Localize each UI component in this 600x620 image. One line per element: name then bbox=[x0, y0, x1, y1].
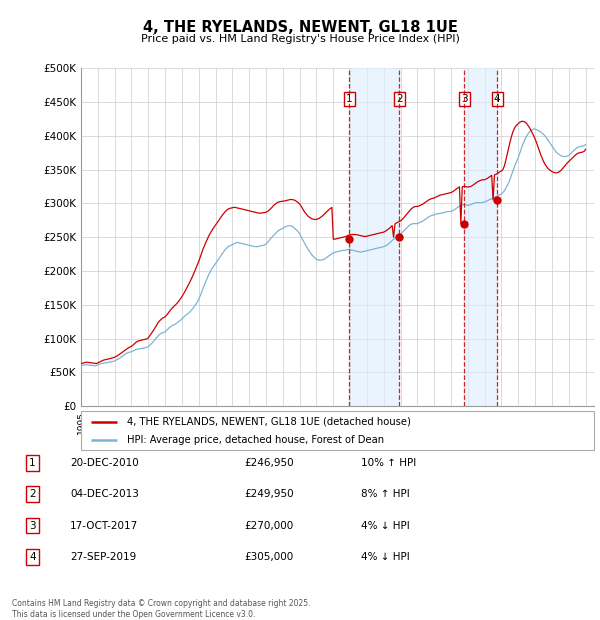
Text: £305,000: £305,000 bbox=[245, 552, 294, 562]
FancyBboxPatch shape bbox=[81, 411, 594, 449]
Text: 04-DEC-2013: 04-DEC-2013 bbox=[70, 489, 139, 499]
Text: 20-DEC-2010: 20-DEC-2010 bbox=[70, 458, 139, 468]
Text: £249,950: £249,950 bbox=[245, 489, 295, 499]
Text: 4, THE RYELANDS, NEWENT, GL18 1UE (detached house): 4, THE RYELANDS, NEWENT, GL18 1UE (detac… bbox=[127, 417, 411, 427]
Text: Contains HM Land Registry data © Crown copyright and database right 2025.
This d: Contains HM Land Registry data © Crown c… bbox=[12, 600, 311, 619]
Text: 4, THE RYELANDS, NEWENT, GL18 1UE: 4, THE RYELANDS, NEWENT, GL18 1UE bbox=[143, 20, 457, 35]
Text: 8% ↑ HPI: 8% ↑ HPI bbox=[361, 489, 410, 499]
Text: £270,000: £270,000 bbox=[245, 521, 294, 531]
Text: 27-SEP-2019: 27-SEP-2019 bbox=[70, 552, 136, 562]
Text: HPI: Average price, detached house, Forest of Dean: HPI: Average price, detached house, Fore… bbox=[127, 435, 384, 445]
Bar bbox=[349, 68, 399, 406]
Text: 1: 1 bbox=[346, 94, 353, 104]
Text: 17-OCT-2017: 17-OCT-2017 bbox=[70, 521, 139, 531]
Text: 1: 1 bbox=[29, 458, 35, 468]
Text: Price paid vs. HM Land Registry's House Price Index (HPI): Price paid vs. HM Land Registry's House … bbox=[140, 34, 460, 44]
Text: 3: 3 bbox=[461, 94, 467, 104]
Text: 2: 2 bbox=[396, 94, 403, 104]
Text: 4: 4 bbox=[494, 94, 500, 104]
Text: 4% ↓ HPI: 4% ↓ HPI bbox=[361, 521, 410, 531]
Text: £246,950: £246,950 bbox=[245, 458, 295, 468]
Text: 4% ↓ HPI: 4% ↓ HPI bbox=[361, 552, 410, 562]
Text: 10% ↑ HPI: 10% ↑ HPI bbox=[361, 458, 416, 468]
Text: 3: 3 bbox=[29, 521, 35, 531]
Text: 2: 2 bbox=[29, 489, 35, 499]
Text: 4: 4 bbox=[29, 552, 35, 562]
Bar bbox=[464, 68, 497, 406]
